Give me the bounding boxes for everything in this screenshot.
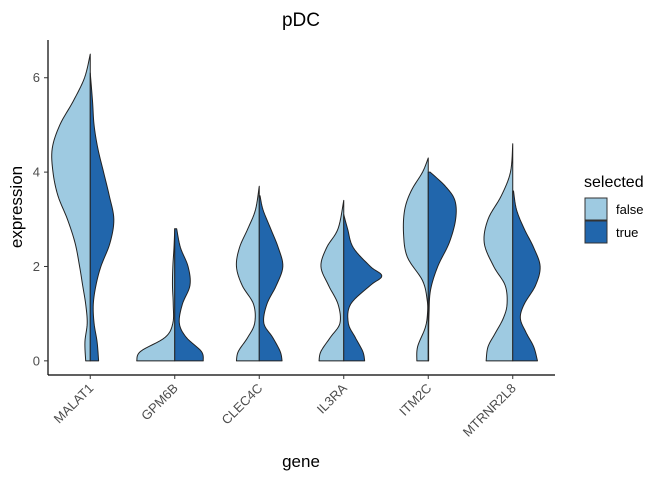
violin-il3ra-false — [318, 199, 345, 362]
violin-itm2c-true — [427, 171, 457, 362]
violin-clec4c-false — [235, 185, 260, 362]
x-tick-label-itm2c: ITM2C — [396, 381, 434, 419]
legend-label-true: true — [616, 225, 638, 240]
violin-mtrnr2l8-false — [483, 143, 514, 362]
y-tick-label: 6 — [33, 70, 40, 85]
legend-title: selected — [584, 174, 644, 191]
violin-malat1-false — [51, 53, 91, 362]
violin-malat1-true — [89, 72, 115, 362]
x-tick-label-malat1: MALAT1 — [51, 381, 97, 427]
x-ticks: MALAT1 GPM6B CLEC4C IL3RA ITM2C MTRNR2L8 — [51, 375, 519, 440]
chart-title: pDC — [282, 10, 320, 31]
y-tick-label: 4 — [33, 165, 40, 180]
y-tick-label: 2 — [33, 259, 40, 274]
violin-il3ra-true — [343, 214, 383, 362]
x-tick-label-mtrnr2l8: MTRNR2L8 — [460, 381, 519, 440]
y-ticks: 0 2 4 6 — [33, 70, 48, 368]
y-axis-title: expression — [7, 166, 26, 248]
violin-gpm6b-false — [136, 228, 176, 362]
x-axis-title: gene — [282, 452, 320, 471]
violin-clec4c-true — [258, 195, 284, 362]
x-tick-label-gpm6b: GPM6B — [138, 381, 181, 424]
x-tick-label-il3ra: IL3RA — [314, 380, 350, 416]
legend-label-false: false — [616, 202, 643, 217]
x-tick-label-clec4c: CLEC4C — [218, 381, 265, 428]
y-tick-label: 0 — [33, 353, 40, 368]
violins-layer — [51, 53, 541, 362]
violin-itm2c-false — [402, 157, 429, 362]
legend-swatch-true — [584, 220, 608, 244]
violin-mtrnr2l8-true — [512, 190, 541, 362]
violin-gpm6b-true — [174, 228, 204, 362]
legend-swatch-false — [584, 197, 608, 221]
legend: selected false true — [584, 174, 644, 244]
